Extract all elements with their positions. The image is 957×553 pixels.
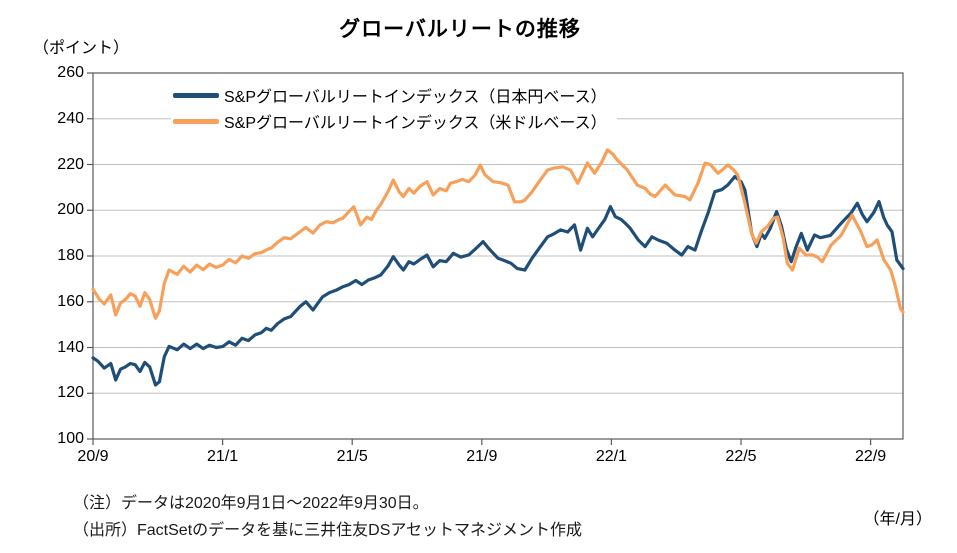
x-tick-label: 21/1 (207, 448, 239, 465)
plot-border (92, 72, 904, 440)
x-tick-label: 22/9 (855, 448, 887, 465)
legend-label-jpy: S&Pグローバルリートインデックス（日本円ベース） (224, 89, 607, 106)
y-tick-label: 160 (57, 292, 84, 310)
note-line-2: （出所）FactSetのデータを基に三井住友DSアセットマネジメント作成 (73, 522, 583, 539)
legend-label-usd: S&Pグローバルリートインデックス（米ドルベース） (224, 115, 607, 132)
y-tick-label: 260 (57, 64, 84, 81)
y-tick-label: 100 (57, 430, 84, 447)
x-tick-label: 21/9 (466, 448, 498, 465)
y-tick-label: 200 (57, 201, 84, 219)
series-line-usd (91, 148, 905, 320)
legend-line-swatch-usd (173, 118, 219, 124)
y-axis-unit-label: （ポイント） (33, 40, 130, 57)
source-notes: （注）データは2020年9月1日～2022年9月30日。 （出所）FactSet… (73, 490, 582, 544)
x-tick-label: 21/5 (336, 448, 368, 465)
legend-line-swatch-jpy (173, 92, 219, 98)
y-tick-label: 140 (57, 338, 84, 356)
x-tick-label: 20/9 (77, 448, 109, 465)
y-tick-label: 120 (57, 384, 84, 402)
x-axis-unit-label: （年/月） (863, 511, 932, 528)
x-tick-label: 22/5 (725, 448, 757, 465)
series-line-jpy (91, 175, 905, 387)
chart-title: グローバルリートの推移 (339, 18, 581, 41)
y-tick-label: 240 (57, 109, 84, 127)
x-tick-label: 22/1 (595, 448, 627, 465)
y-tick-label: 180 (57, 247, 84, 264)
legend-item-jpy-base: S&Pグローバルリートインデックス（日本円ベース） (173, 82, 607, 108)
y-tick-label: 220 (57, 155, 84, 173)
legend: S&Pグローバルリートインデックス（日本円ベース） S&Pグローバルリートインデ… (171, 80, 617, 136)
note-line-1: （注）データは2020年9月1日～2022年9月30日。 (73, 495, 429, 512)
legend-item-usd-base: S&Pグローバルリートインデックス（米ドルベース） (173, 108, 607, 134)
